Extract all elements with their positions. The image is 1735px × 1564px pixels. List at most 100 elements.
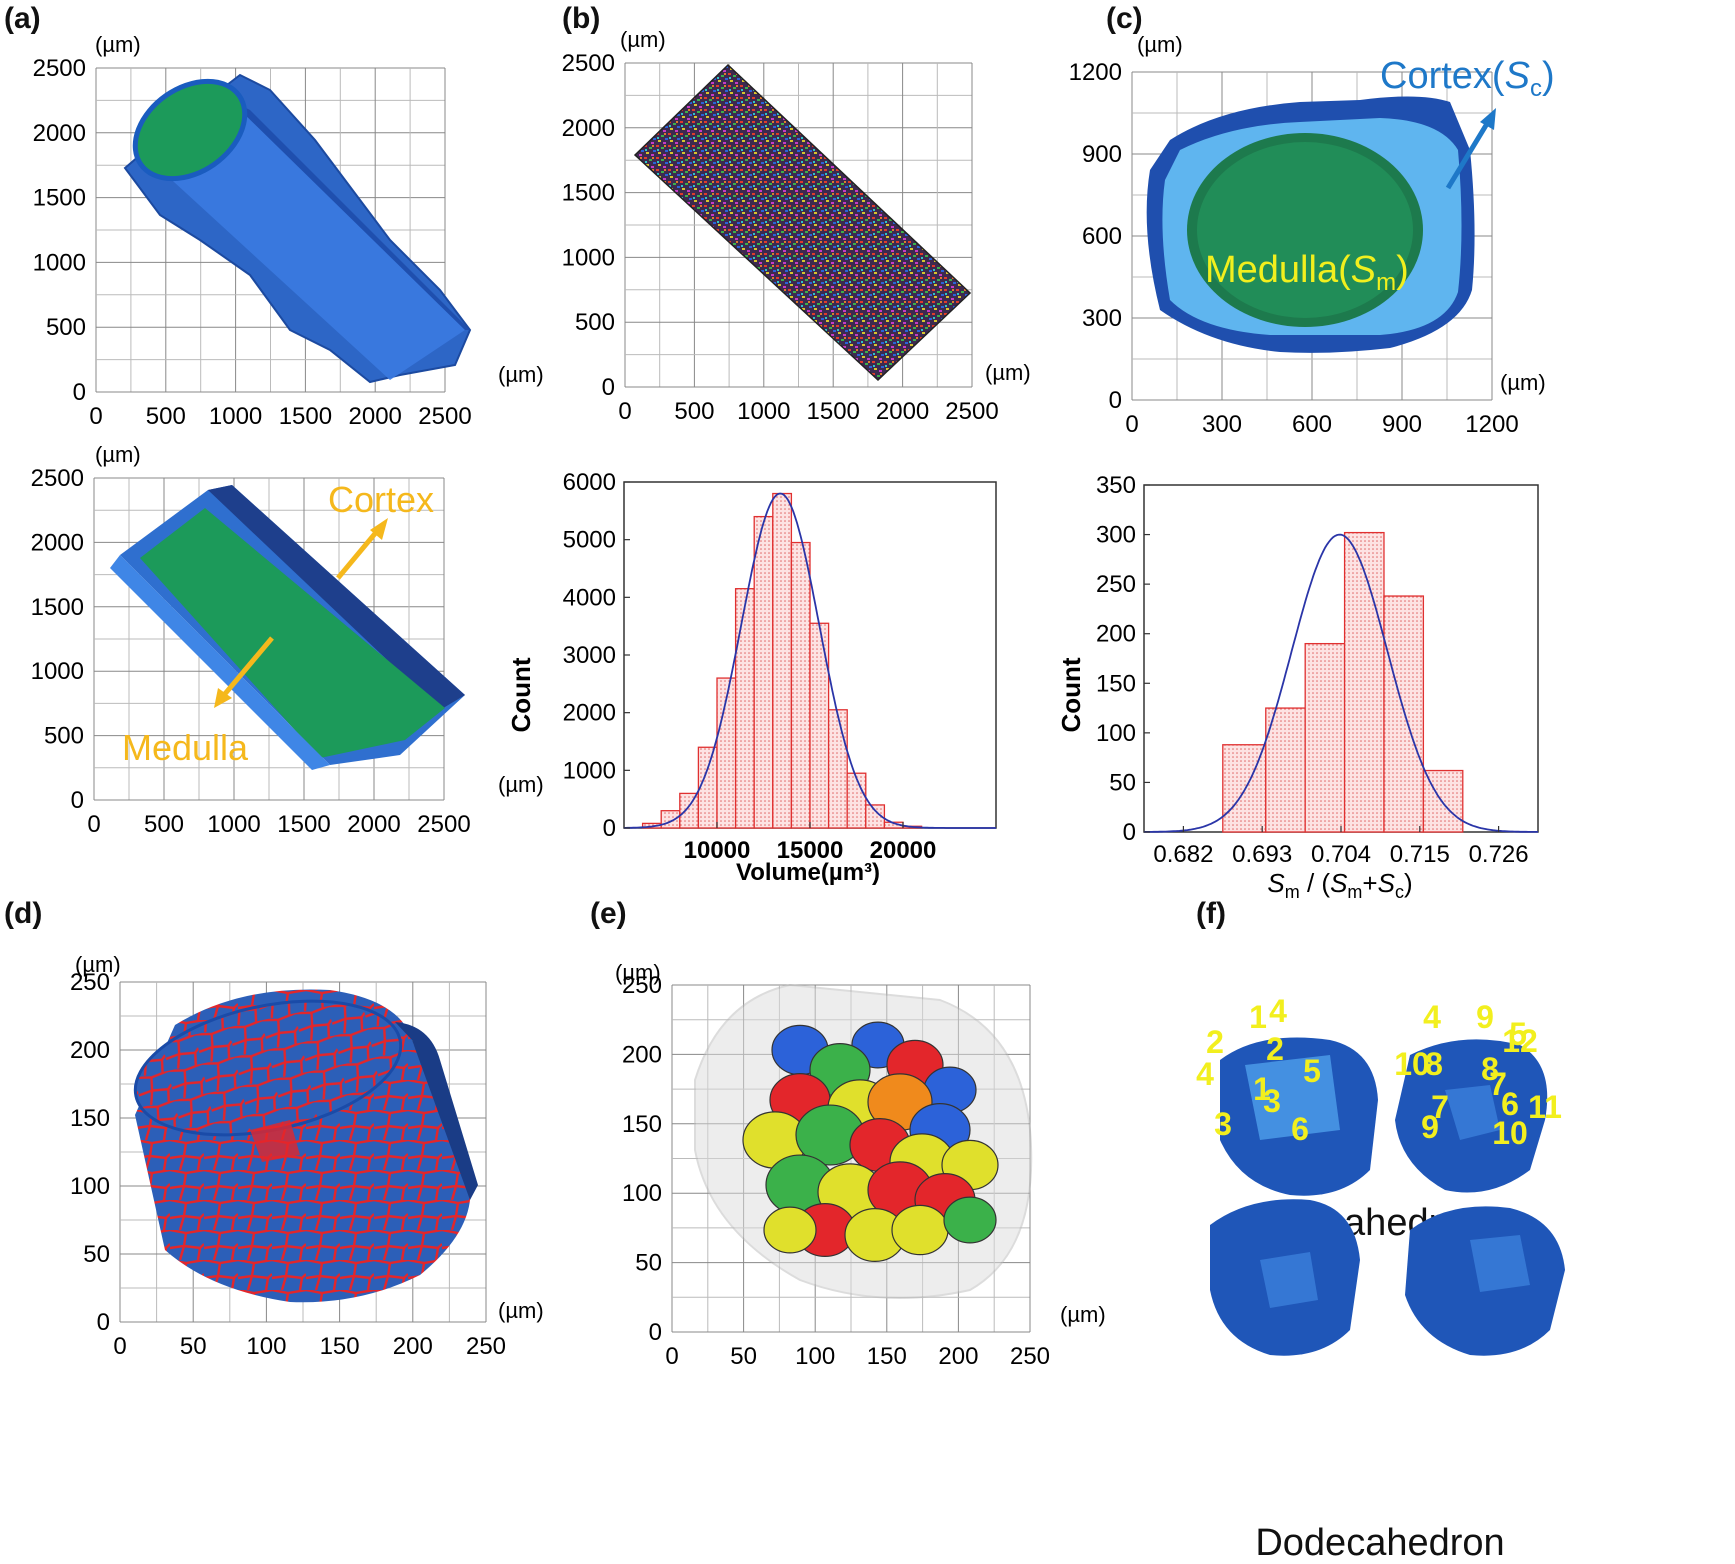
x-tick-label: 2000 — [349, 403, 402, 430]
cross-section-render — [1146, 96, 1475, 353]
y-tick-label: 0 — [71, 787, 84, 814]
y-tick-label: 0 — [1109, 387, 1122, 414]
cortex-label: Cortex(Sc) — [1380, 55, 1555, 102]
face-number-label: 4 — [1269, 993, 1287, 1029]
histogram-bar — [846, 772, 867, 829]
y-tick-label: 1500 — [33, 185, 86, 212]
medulla-label: Medulla(Sm) — [1205, 249, 1409, 296]
y-tick-label: 500 — [46, 314, 86, 341]
x-tick-label: 1000 — [207, 811, 260, 838]
x-tick-label: 150 — [320, 1333, 360, 1360]
x-unit-label: (µm) — [498, 362, 544, 387]
gaussian-fit-line — [1144, 533, 1538, 833]
cortex-label: Cortex — [328, 479, 434, 520]
y-tick-label: 0 — [97, 1309, 110, 1336]
face-number-label: 4 — [1423, 999, 1441, 1035]
b-top-plot: (µm) (µm) 2500 2000 1500 1000 500 0 0 500 1000 1… — [562, 27, 1031, 425]
y-tick-label: 50 — [635, 1250, 662, 1277]
y-tick-label: 150 — [70, 1105, 110, 1132]
ratio-histogram: Count Sm / (Sm+Sc) 0 50 100 150 200 250 300 350… — [1056, 472, 1539, 902]
y-ticks: 2500 2000 1500 1000 500 0 — [562, 50, 615, 401]
cortex-arrow — [1445, 108, 1496, 190]
y-tick-label: 500 — [44, 723, 84, 750]
cylinder-cell-render — [133, 989, 478, 1303]
volume-histogram: Count Volume(µm³) 0 1000 2000 3000 4000 5000 6… — [506, 469, 997, 886]
histogram-bar — [1304, 642, 1346, 833]
x-tick-label: 100 — [795, 1343, 835, 1370]
x-tick-label: 0.693 — [1232, 841, 1292, 868]
dodecahedron-view-1 — [1210, 1199, 1360, 1356]
gaussian-fit-line — [624, 492, 996, 829]
x-tick-label: 200 — [938, 1343, 978, 1370]
y-tick-label: 250 — [622, 972, 662, 999]
face-number-label: 9 — [1476, 999, 1494, 1035]
x-tick-label: 500 — [674, 398, 714, 425]
y-tick-label: 3000 — [563, 642, 616, 669]
x-tick-label: 0 — [89, 403, 102, 430]
y-tick-label: 1000 — [33, 249, 86, 276]
sample-section-render — [110, 485, 465, 770]
x-tick-label: 300 — [1202, 411, 1242, 438]
x-tick-label: 500 — [146, 403, 186, 430]
dodecahedron-view-2 — [1405, 1206, 1565, 1356]
histogram-bar — [772, 492, 793, 829]
dodecahedron-caption: Dodecahedron — [1255, 1522, 1504, 1564]
x-tick-label: 50 — [730, 1343, 757, 1370]
y-tick-label: 50 — [83, 1241, 110, 1268]
x-tick-label: 2500 — [945, 398, 998, 425]
x-tick-label: 1500 — [277, 811, 330, 838]
face-number-label: 8 — [1425, 1046, 1443, 1082]
grain-particle — [943, 1196, 997, 1244]
panel-label-a: (a) — [4, 2, 41, 35]
x-tick-label: 150 — [867, 1343, 907, 1370]
x-tick-label: 0.715 — [1390, 841, 1450, 868]
y-tick-label: 1200 — [1069, 59, 1122, 86]
x-tick-label: 1500 — [279, 403, 332, 430]
face-number-label: 3 — [1214, 1106, 1232, 1142]
face-number-label: 9 — [1421, 1109, 1439, 1145]
histogram-bar — [734, 588, 755, 829]
y-tick-label: 200 — [70, 1037, 110, 1064]
y-tick-label: 2500 — [562, 50, 615, 77]
x-tick-label: 0 — [1125, 411, 1138, 438]
histogram-bar — [660, 810, 681, 829]
x-unit-label: (µm) — [985, 360, 1031, 385]
y-tick-label: 5000 — [563, 527, 616, 554]
y-tick-label: 1000 — [31, 658, 84, 685]
face-number-label: 4 — [1196, 1056, 1214, 1092]
x-tick-label: 200 — [393, 1333, 433, 1360]
x-tick-label: 0.704 — [1311, 841, 1371, 868]
x-tick-label: 2000 — [347, 811, 400, 838]
x-tick-label: 0 — [665, 1343, 678, 1370]
x-tick-label: 0.682 — [1153, 841, 1213, 868]
y-tick-label: 100 — [1096, 720, 1136, 747]
x-tick-label: 1000 — [737, 398, 790, 425]
y-tick-label: 250 — [70, 969, 110, 996]
x-tick-label: 0 — [113, 1333, 126, 1360]
x-tick-label: 2000 — [876, 398, 929, 425]
y-tick-label: 1500 — [562, 180, 615, 207]
x-tick-label: 600 — [1292, 411, 1332, 438]
grain-voxel-render — [633, 63, 972, 382]
panel-label-e: (e) — [590, 897, 627, 930]
y-tick-label: 150 — [1096, 670, 1136, 697]
face-number-label: 8 — [1481, 1051, 1499, 1087]
y-tick-label: 500 — [575, 309, 615, 336]
x-tick-label: 50 — [180, 1333, 207, 1360]
grain-particle — [891, 1204, 949, 1256]
medulla-arrow — [214, 636, 274, 708]
histogram-bar — [697, 746, 718, 829]
sample-3d-render — [123, 73, 472, 384]
y-unit-label: (µm) — [615, 960, 661, 985]
y-ticks: 2500 2000 1500 1000 500 0 — [31, 465, 84, 814]
histogram-bar — [827, 709, 848, 829]
x-ticks: 0 500 1000 1500 2000 2500 — [618, 398, 998, 425]
x-tick-label: 250 — [1010, 1343, 1050, 1370]
x-tick-label: 0 — [618, 398, 631, 425]
y-tick-label: 200 — [622, 1041, 662, 1068]
y-tick-label: 2500 — [31, 465, 84, 492]
